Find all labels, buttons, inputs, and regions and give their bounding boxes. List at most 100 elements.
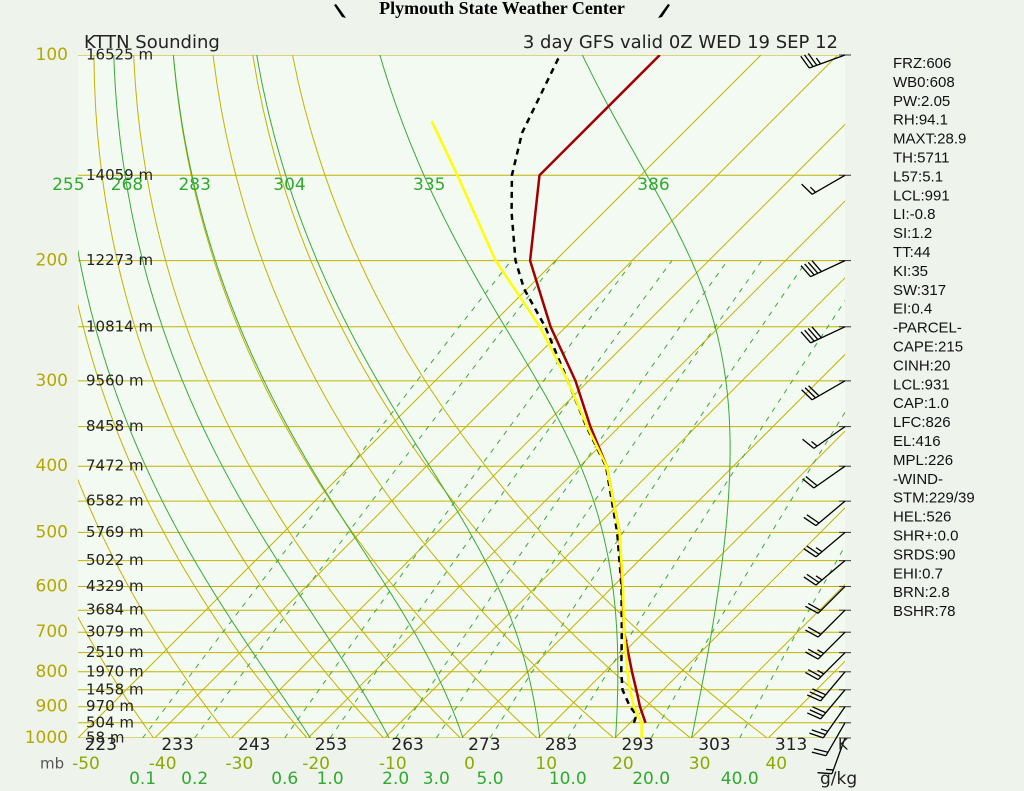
barb-staff [815,560,846,586]
barb-feather [813,748,829,753]
mixing-ratio-label: 0.1 [129,769,156,789]
wind-barb [800,53,846,69]
barb-staff [817,586,846,614]
barb-feather [807,669,822,678]
wind-barb [803,500,846,527]
height-label: 12273 m [86,251,153,269]
profile-line [510,55,638,724]
x-tick-label: -20 [302,754,330,774]
barb-feather [807,53,818,66]
height-label: 1970 m [86,662,144,680]
barb-feather [812,706,826,714]
barb-staff [817,609,846,638]
height-label: 3079 m [86,623,144,641]
barb-feather [811,326,822,339]
dry-adiabat [172,55,538,738]
height-label: 7472 m [86,457,144,475]
dry-adiabat [292,55,768,738]
barb-staff [817,652,846,680]
theta-e-label: 304 [273,175,305,195]
mixing-ratio-label: 20.0 [632,769,670,789]
y-tick-label: 200 [36,251,68,271]
wind-barb [801,174,846,195]
mixing-ratio-line [194,260,557,738]
index-text: L57:5.1 [893,168,943,185]
index-text: LI:-0.8 [893,206,936,223]
theta-e-label: 255 [52,175,84,195]
overlay: 16525 m 14059 m 12273 m 10814 m 9560 m 8458 m… [25,45,975,789]
barb-feather [803,516,817,527]
dry-adiabat [212,55,615,738]
barb-feather [804,329,815,342]
index-text: CINH:20 [893,357,951,374]
mixing-ratio-line [142,260,512,738]
wind-barb [801,380,846,401]
index-text: PW:2.05 [893,93,950,110]
dry-adiabat [78,478,231,738]
theta-e-label: 283 [178,175,210,195]
barb-feather [807,602,822,612]
chart-subtitle: 3 day GFS valid 0Z WED 19 SEP 12 [523,32,838,53]
barb-half [817,649,825,654]
height-label: 16525 m [86,46,153,64]
barb-staff [813,465,846,489]
wind-barb [809,706,846,739]
barb-feather [804,263,815,276]
barb-feather [805,629,819,638]
y-tick-label: 400 [36,456,68,476]
height-label: 2510 m [86,643,144,661]
barb-feather [803,576,817,586]
barb-feather [802,438,815,449]
barb-feather [805,605,819,614]
dry-adiabat [252,55,691,738]
index-text: RH:94.1 [893,112,948,129]
index-text: SHR+:0.0 [893,527,958,544]
mixing-ratio-label: 0.6 [271,769,298,789]
barb-half [826,768,834,771]
barb-feather [800,265,812,278]
barb-feather [807,648,822,657]
height-label: 9560 m [86,371,144,389]
barb-feather [800,55,810,69]
barb-feather [811,260,822,273]
barb-feather [800,331,812,344]
wind-barb [802,465,846,489]
index-text: BSHR:78 [893,603,956,620]
mixing-ratio-line [739,545,845,738]
index-text: -WIND- [893,471,943,488]
mixing-ratio-line [329,260,673,738]
barb-feather [801,389,813,401]
barb-staff [815,531,846,558]
theta-label: 313 [775,735,807,755]
index-text: LCL:931 [893,376,950,393]
dry-adiabat [78,616,154,738]
index-text: SI:1.2 [893,225,932,242]
barb-feather [812,688,826,696]
y-tick-label: 100 [36,45,68,65]
mixing-ratio-line [567,299,845,738]
header-icon [334,4,346,18]
mixing-ratio-label: 40.0 [721,769,759,789]
mixing-ratio-line [489,260,808,738]
barb-staff [817,631,846,660]
barb-feather [809,709,824,717]
height-label: 4329 m [86,577,144,595]
index-text: MAXT:28.9 [893,131,966,148]
index-text: FRZ:606 [893,55,951,72]
index-text: LFC:826 [893,414,951,431]
barb-feather [806,545,820,555]
x-tick-label: 10 [535,754,557,774]
moist-adiabat [379,55,619,738]
dry-adiabat [78,303,308,738]
height-label: 1458 m [86,680,144,698]
barb-feather [805,671,819,681]
index-text: KI:35 [893,263,928,280]
barb-feather [808,385,820,397]
mixing-ratio-label: 2.0 [382,769,409,789]
isotherm [307,200,845,738]
y-tick-label: 300 [36,371,68,391]
barb-feather [805,651,819,660]
isotherm [154,55,839,738]
height-label: 58 m [86,729,124,747]
